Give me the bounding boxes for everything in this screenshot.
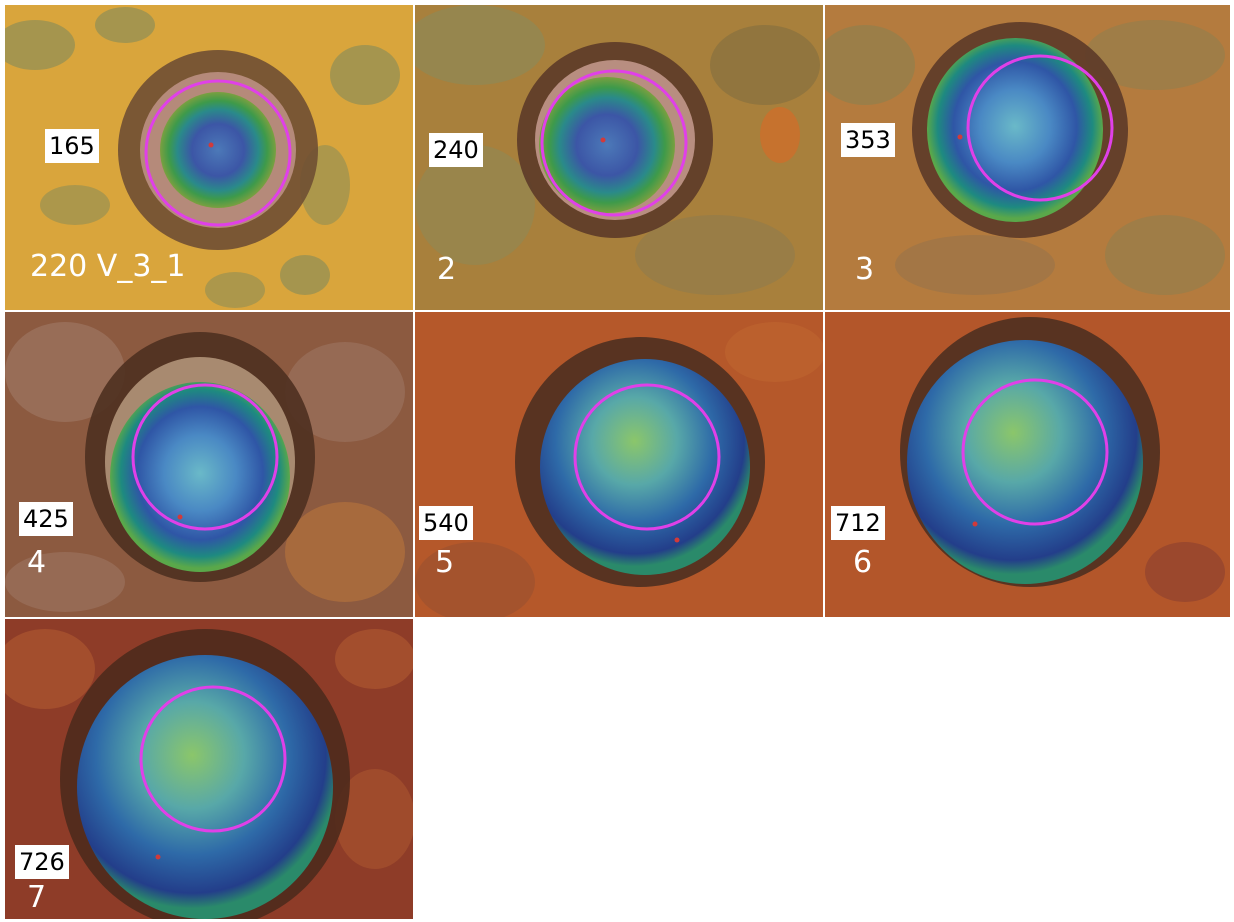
- value-label-1: 165: [45, 129, 99, 163]
- crater-image-2: [415, 5, 823, 310]
- crater-panel-7: 726 7: [5, 619, 413, 919]
- crater-panel-3: 353 3: [825, 5, 1230, 310]
- panel-number-2: 2: [437, 252, 457, 287]
- crater-image-7: [5, 619, 413, 919]
- crater-panel-4: 425 4: [5, 312, 413, 617]
- value-label-3: 353: [841, 123, 895, 157]
- crater-panel-6: 712 6: [825, 312, 1230, 617]
- panel-number-4: 4: [27, 545, 47, 580]
- crater-image-4: [5, 312, 413, 617]
- crater-panel-1: 165 220 V_3_1: [5, 5, 413, 310]
- run-label: 220 V_3_1: [30, 249, 186, 284]
- value-label-7: 726: [15, 845, 69, 879]
- crater-image-6: [825, 312, 1230, 617]
- crater-panel-2: 240 2: [415, 5, 823, 310]
- value-label-2: 240: [429, 133, 483, 167]
- empty-area: [415, 619, 1234, 922]
- panel-number-3: 3: [855, 252, 875, 287]
- panel-number-6: 6: [853, 545, 873, 580]
- crater-panel-5: 540 5: [415, 312, 823, 617]
- value-label-5: 540: [419, 506, 473, 540]
- crater-image-1: [5, 5, 413, 310]
- crater-image-3: [825, 5, 1230, 310]
- crater-image-5: [415, 312, 823, 617]
- panel-number-7: 7: [27, 880, 47, 915]
- panel-number-5: 5: [435, 545, 455, 580]
- value-label-4: 425: [19, 502, 73, 536]
- value-label-6: 712: [831, 506, 885, 540]
